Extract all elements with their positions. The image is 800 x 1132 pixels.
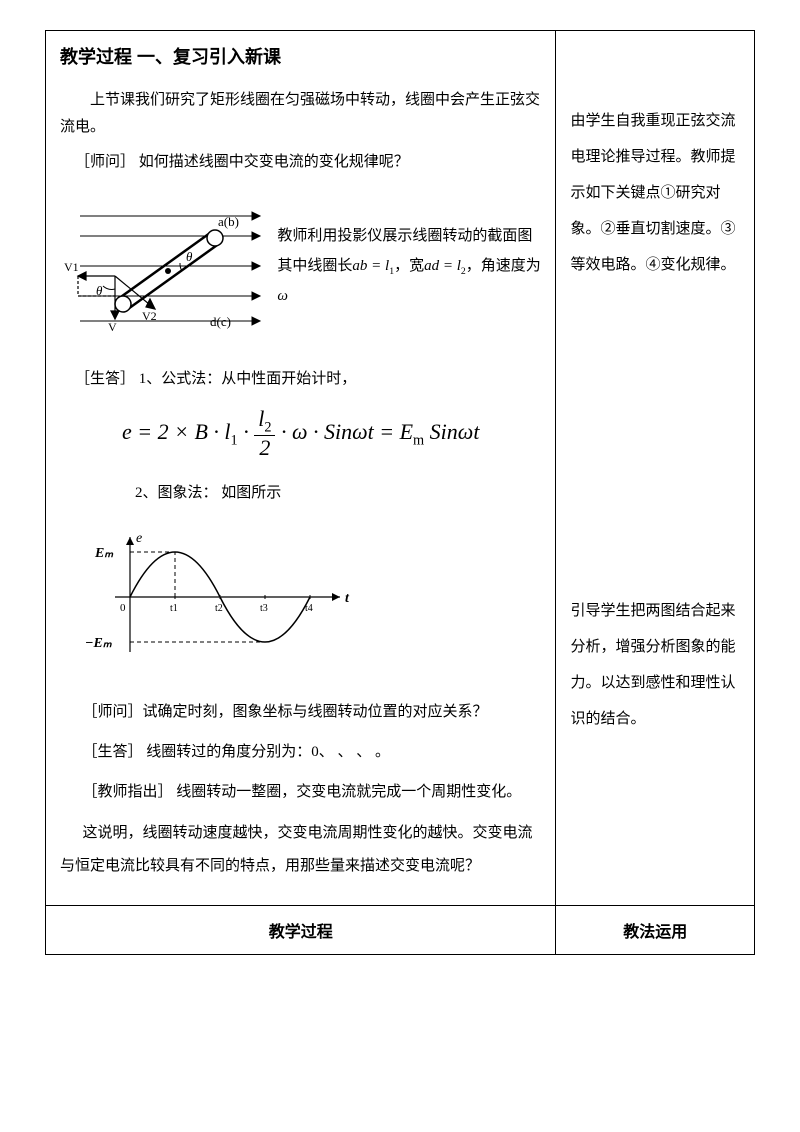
label-theta2: θ	[96, 283, 103, 298]
emf-formula: e = 2 × B · l1 · l22 · ω · Sinωt = Em Si…	[60, 408, 541, 460]
label-v: V	[108, 320, 117, 334]
student-answer-2: ［生答］ 线圈转过的角度分别为：0、 、 、 。	[60, 737, 541, 767]
sine-x-axis: t	[345, 591, 350, 606]
sine-graph-svg: Eₘ −Eₘ e t 0 t1 t2 t3 t4	[60, 527, 360, 667]
label-ab: a(b)	[218, 214, 239, 229]
caption-line2: 其中线圈长ab = l1，宽ad = l2，角速度为ω	[277, 251, 541, 312]
sine-graph-container: Eₘ −Eₘ e t 0 t1 t2 t3 t4	[60, 527, 541, 667]
coil-diagram-row: a(b) d(c) V1 V V2 θ θ 教师利用投影仪展示线圈转动的截面图 …	[60, 191, 541, 341]
label-v1: V1	[64, 260, 79, 274]
tick-3: t3	[260, 603, 268, 614]
coil-diagram-svg: a(b) d(c) V1 V V2 θ θ	[60, 191, 262, 341]
teacher-point: ［教师指出］ 线圈转动一整圈，交变电流就完成一个周期性变化。	[60, 777, 541, 807]
label-dc: d(c)	[210, 314, 231, 329]
side-notes-cell: 由学生自我重现正弦交流电理论推导过程。教师提示如下关键点①研究对象。②垂直切割速…	[556, 31, 755, 906]
main-content-cell: 教学过程 一、复习引入新课 上节课我们研究了矩形线圈在匀强磁场中转动，线圈中会产…	[46, 31, 556, 906]
label-theta1: θ	[186, 249, 193, 264]
caption-prefix: 其中线圈长	[277, 258, 352, 274]
side-note-2: 引导学生把两图结合起来分析，增强分析图象的能力。以达到感性和理性认识的结合。	[570, 593, 740, 737]
sine-em-bot: −Eₘ	[85, 636, 113, 651]
caption-line1: 教师利用投影仪展示线圈转动的截面图	[277, 221, 541, 251]
tick-0: 0	[120, 602, 126, 614]
teacher-question-1: ［师问］ 如何描述线圈中交变电流的变化规律呢？	[60, 149, 541, 176]
tick-4: t4	[305, 603, 313, 614]
diagram-caption: 教师利用投影仪展示线圈转动的截面图 其中线圈长ab = l1，宽ad = l2，…	[277, 221, 541, 312]
label-v2: V2	[142, 309, 157, 323]
side-note-1: 由学生自我重现正弦交流电理论推导过程。教师提示如下关键点①研究对象。②垂直切割速…	[570, 103, 740, 283]
method-2-label: 2、图象法： 如图所示	[60, 480, 541, 507]
intro-paragraph: 上节课我们研究了矩形线圈在匀强磁场中转动，线圈中会产生正弦交流电。	[60, 87, 541, 141]
section-title: 教学过程 一、复习引入新课	[60, 43, 541, 87]
footer-right: 教法运用	[556, 905, 755, 954]
sine-y-axis: e	[136, 531, 142, 546]
tick-2: t2	[215, 603, 223, 614]
conclusion-text: 这说明，线圈转动速度越快，交变电流周期性变化的越快。交变电流与恒定电流比较具有不…	[60, 817, 541, 883]
teacher-question-2: ［师问］试确定时刻，图象坐标与线圈转动位置的对应关系？	[60, 697, 541, 727]
student-answer-1: ［生答］ 1、公式法：从中性面开始计时，	[60, 366, 541, 393]
lesson-table: 教学过程 一、复习引入新课 上节课我们研究了矩形线圈在匀强磁场中转动，线圈中会产…	[45, 30, 755, 955]
sine-em-top: Eₘ	[94, 546, 114, 561]
tick-1: t1	[170, 603, 178, 614]
footer-left: 教学过程	[46, 905, 556, 954]
